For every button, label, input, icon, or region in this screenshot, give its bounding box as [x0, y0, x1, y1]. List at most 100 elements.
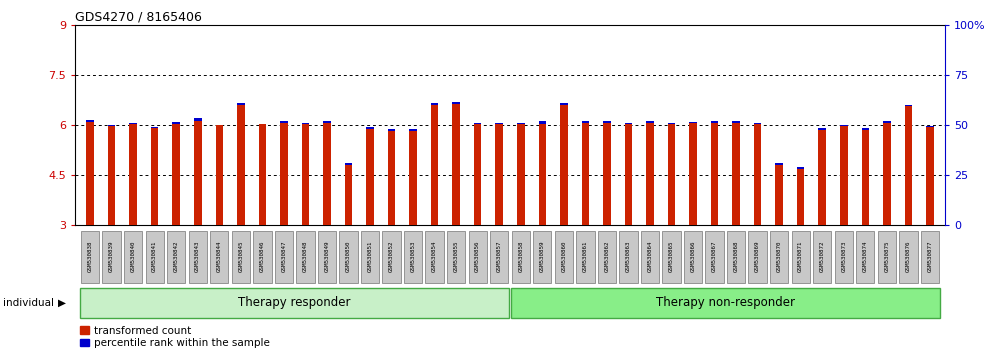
Text: GSM530847: GSM530847: [281, 240, 286, 272]
Bar: [388, 131, 395, 225]
Text: GSM530858: GSM530858: [518, 240, 523, 272]
Text: GSM530867: GSM530867: [712, 240, 717, 272]
Bar: [883, 123, 891, 225]
FancyBboxPatch shape: [339, 231, 358, 282]
Bar: [539, 121, 546, 124]
Text: GSM530863: GSM530863: [626, 240, 631, 272]
FancyBboxPatch shape: [619, 231, 638, 282]
Text: individual: individual: [3, 298, 54, 308]
Text: GSM530866: GSM530866: [691, 240, 696, 272]
Bar: [194, 118, 202, 121]
Bar: [732, 123, 740, 225]
Bar: [431, 103, 438, 105]
FancyBboxPatch shape: [102, 231, 121, 282]
Text: GSM530856: GSM530856: [475, 240, 480, 272]
Bar: [216, 125, 223, 225]
Bar: [926, 127, 934, 225]
FancyBboxPatch shape: [361, 231, 379, 282]
Bar: [409, 131, 417, 225]
Text: GSM530871: GSM530871: [798, 240, 803, 272]
Bar: [172, 124, 180, 225]
Bar: [862, 128, 869, 130]
Bar: [237, 105, 245, 225]
Text: GSM530842: GSM530842: [174, 240, 179, 272]
Bar: [905, 105, 912, 107]
Text: GSM530869: GSM530869: [755, 240, 760, 272]
FancyBboxPatch shape: [253, 231, 272, 282]
Text: GSM530838: GSM530838: [88, 240, 93, 272]
Bar: [495, 124, 503, 225]
Text: GSM530839: GSM530839: [109, 240, 114, 272]
Bar: [797, 169, 804, 225]
Bar: [711, 121, 718, 123]
Bar: [689, 122, 697, 123]
Bar: [388, 129, 395, 131]
Bar: [172, 122, 180, 124]
Bar: [754, 123, 761, 124]
Text: GSM530860: GSM530860: [561, 240, 566, 272]
FancyBboxPatch shape: [232, 231, 250, 282]
FancyBboxPatch shape: [81, 231, 99, 282]
Text: GSM530854: GSM530854: [432, 240, 437, 272]
Bar: [345, 163, 352, 165]
Text: GSM530875: GSM530875: [884, 240, 889, 272]
Text: GSM530841: GSM530841: [152, 240, 157, 272]
FancyBboxPatch shape: [318, 231, 336, 282]
Text: Therapy non-responder: Therapy non-responder: [656, 296, 795, 309]
Bar: [237, 103, 245, 105]
Bar: [711, 123, 718, 225]
Bar: [883, 121, 891, 123]
Text: GSM530874: GSM530874: [863, 240, 868, 272]
FancyBboxPatch shape: [770, 231, 788, 282]
Text: GSM530849: GSM530849: [324, 240, 329, 272]
Bar: [280, 123, 288, 225]
Bar: [108, 125, 115, 126]
FancyBboxPatch shape: [813, 231, 831, 282]
Text: GSM530873: GSM530873: [841, 240, 846, 272]
Text: ▶: ▶: [58, 298, 66, 308]
Bar: [603, 123, 611, 225]
Bar: [495, 123, 503, 124]
FancyBboxPatch shape: [469, 231, 487, 282]
Text: GSM530851: GSM530851: [368, 240, 373, 272]
Text: GDS4270 / 8165406: GDS4270 / 8165406: [75, 11, 202, 24]
FancyBboxPatch shape: [684, 231, 702, 282]
Text: GSM530864: GSM530864: [647, 240, 652, 272]
FancyBboxPatch shape: [598, 231, 616, 282]
Bar: [775, 163, 783, 165]
Bar: [259, 124, 266, 225]
Text: GSM530852: GSM530852: [389, 240, 394, 272]
Text: GSM530870: GSM530870: [777, 240, 782, 272]
FancyBboxPatch shape: [146, 231, 164, 282]
Bar: [646, 121, 654, 123]
Bar: [905, 107, 912, 225]
FancyBboxPatch shape: [555, 231, 573, 282]
Bar: [797, 167, 804, 169]
Bar: [539, 124, 546, 225]
Text: GSM530844: GSM530844: [217, 240, 222, 272]
FancyBboxPatch shape: [80, 288, 509, 318]
FancyBboxPatch shape: [533, 231, 551, 282]
Bar: [474, 123, 481, 124]
Bar: [625, 123, 632, 124]
FancyBboxPatch shape: [748, 231, 767, 282]
Bar: [302, 124, 309, 225]
Text: GSM530865: GSM530865: [669, 240, 674, 272]
Bar: [129, 123, 137, 124]
Bar: [840, 126, 848, 225]
Text: GSM530853: GSM530853: [411, 240, 416, 272]
Bar: [366, 129, 374, 225]
Bar: [302, 123, 309, 124]
Bar: [86, 120, 94, 122]
Bar: [775, 165, 783, 225]
Bar: [818, 128, 826, 130]
Text: GSM530877: GSM530877: [927, 240, 932, 272]
Text: GSM530843: GSM530843: [195, 240, 200, 272]
Text: GSM530859: GSM530859: [540, 240, 545, 272]
Bar: [818, 130, 826, 225]
Text: GSM530840: GSM530840: [131, 240, 136, 272]
Bar: [431, 105, 438, 225]
Bar: [668, 124, 675, 225]
Bar: [280, 121, 288, 123]
Bar: [625, 124, 632, 225]
